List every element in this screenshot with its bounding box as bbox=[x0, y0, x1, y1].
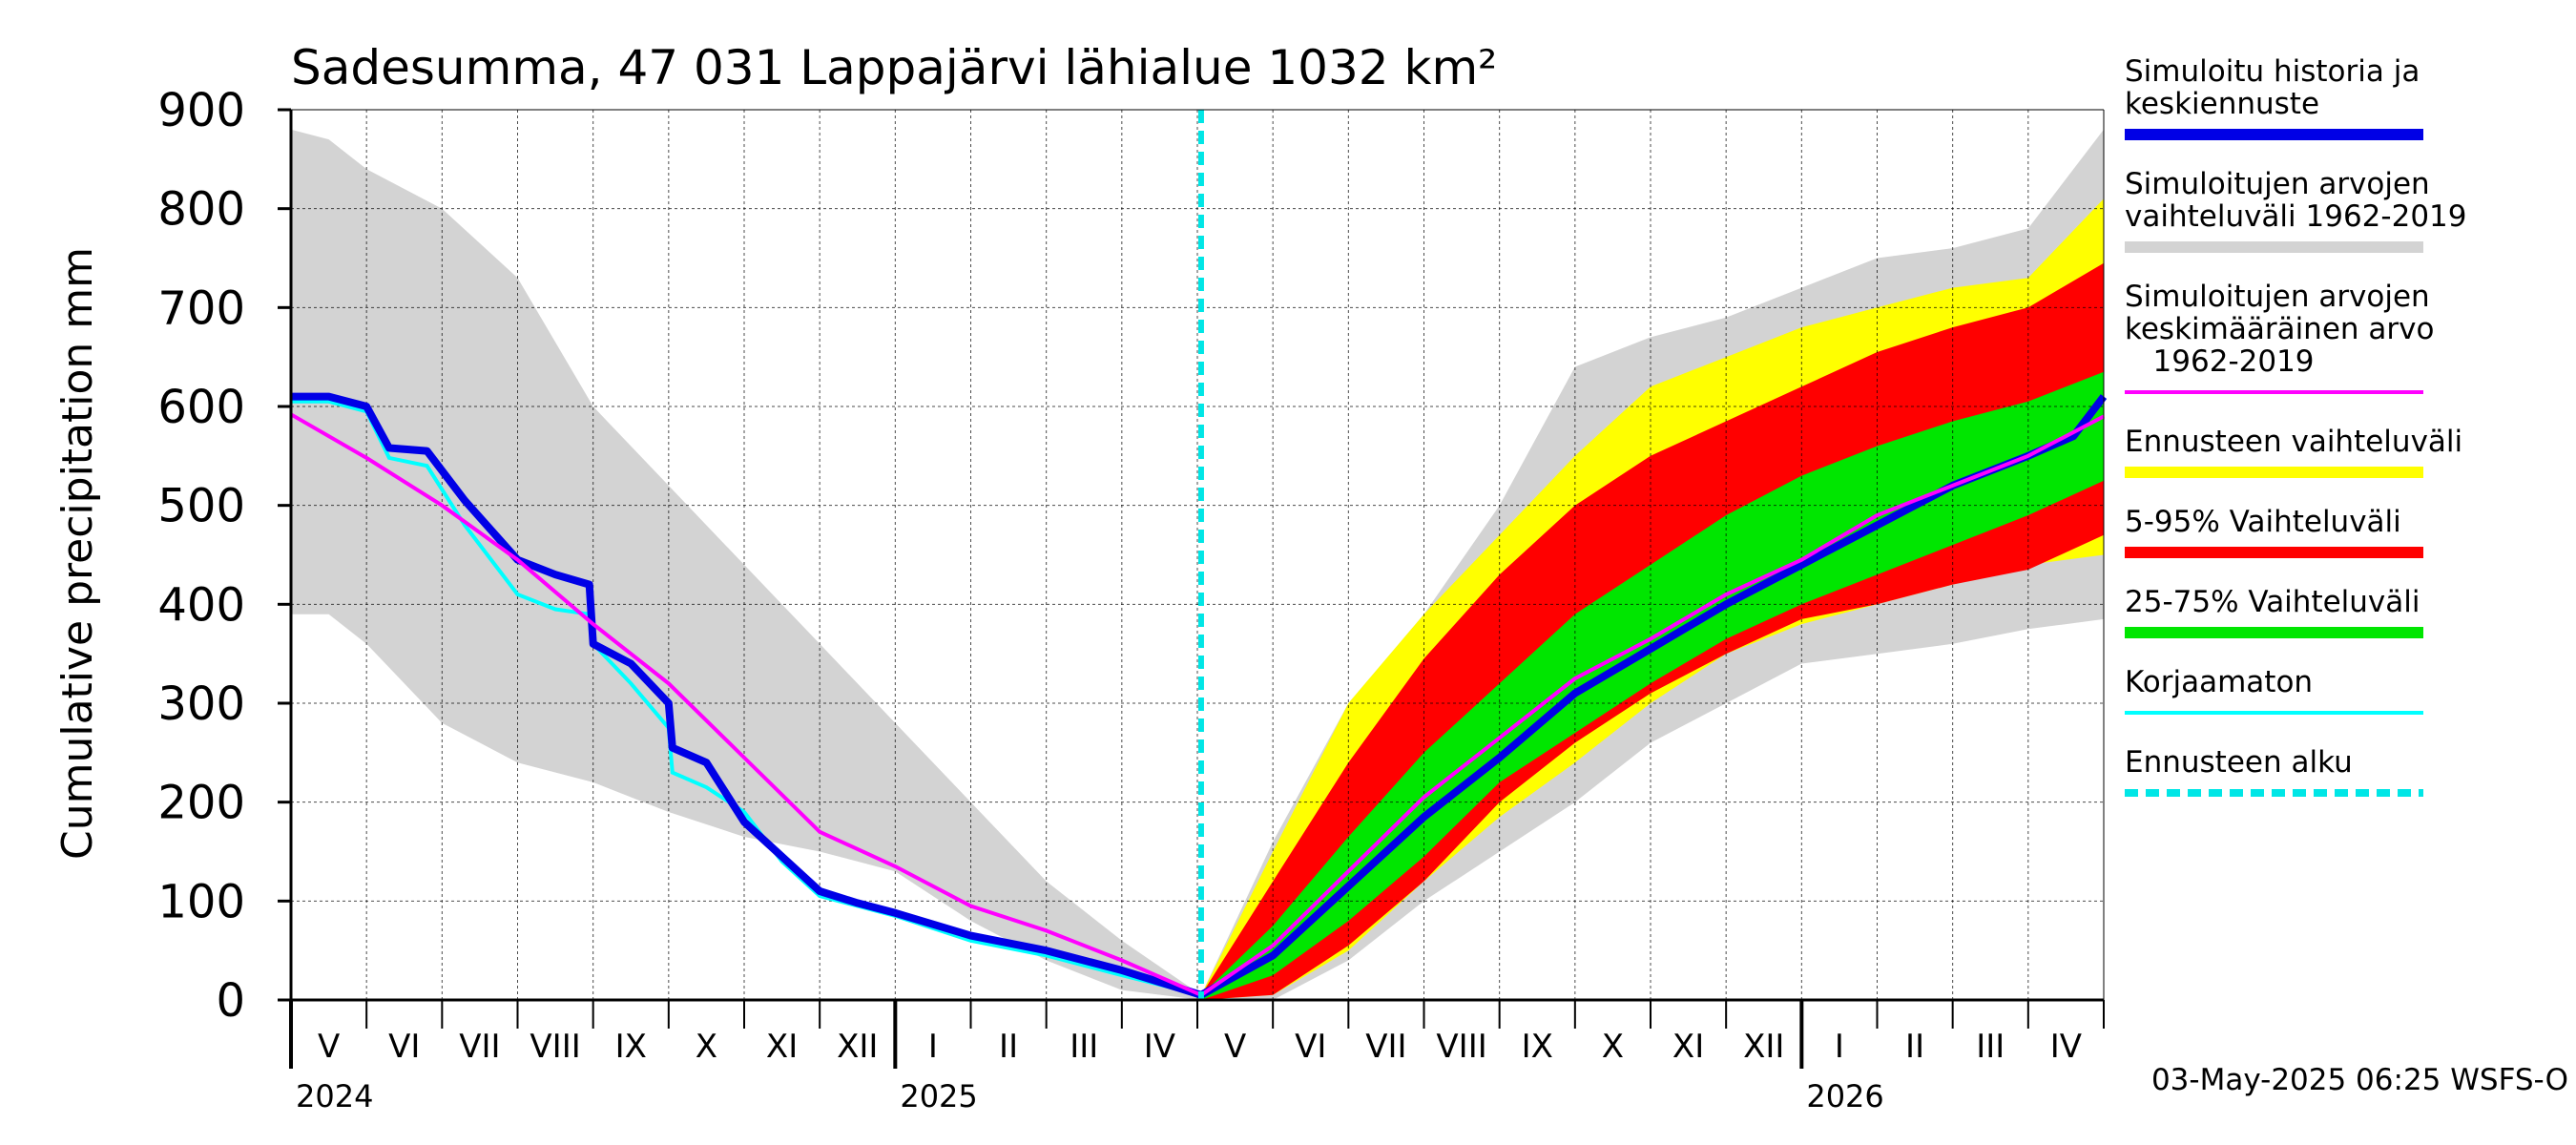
x-month-label: IX bbox=[1522, 1028, 1553, 1066]
legend-label: Simuloitu historia ja bbox=[2125, 54, 2420, 89]
x-month-label: VI bbox=[388, 1028, 420, 1066]
series-layer bbox=[290, 110, 2108, 1000]
legend-label: Simuloitujen arvojen bbox=[2125, 280, 2430, 314]
y-tick-label: 800 bbox=[157, 183, 245, 237]
series-history-forecast bbox=[291, 392, 2108, 999]
y-tick-label: 900 bbox=[157, 84, 245, 137]
x-year-label: 2024 bbox=[296, 1078, 373, 1114]
x-month-label: IX bbox=[615, 1028, 647, 1066]
x-year-label: 2025 bbox=[900, 1078, 977, 1114]
y-axis-label: Cumulative precipitation mm bbox=[53, 247, 102, 860]
y-tick-label: 0 bbox=[216, 974, 245, 1028]
timestamp-label: 03-May-2025 06:25 WSFS-O bbox=[2151, 1063, 2568, 1097]
x-month-label: III bbox=[1976, 1028, 2005, 1066]
legend-label: Ennusteen alku bbox=[2125, 745, 2353, 780]
y-tick-label: 200 bbox=[157, 777, 245, 830]
x-month-label: XII bbox=[837, 1028, 878, 1066]
chart-title: Sadesumma, 47 031 Lappajärvi lähialue 10… bbox=[291, 40, 1497, 95]
y-tick-label: 100 bbox=[157, 875, 245, 928]
legend-label: 5-95% Vaihteluväli bbox=[2125, 505, 2401, 539]
legend-label: Simuloitujen arvojen bbox=[2125, 167, 2430, 201]
x-month-label: VI bbox=[1295, 1028, 1326, 1066]
legend-label: keskiennuste bbox=[2125, 87, 2319, 121]
x-month-label: III bbox=[1070, 1028, 1098, 1066]
legend-label: 25-75% Vaihteluväli bbox=[2125, 585, 2420, 619]
x-month-label: I bbox=[928, 1028, 938, 1066]
x-month-label: VIII bbox=[530, 1028, 580, 1066]
legend-label: Korjaamaton bbox=[2125, 665, 2313, 699]
legend-label: vaihteluväli 1962-2019 bbox=[2125, 199, 2466, 234]
x-month-label: XI bbox=[1672, 1028, 1704, 1066]
y-tick-label: 300 bbox=[157, 677, 245, 731]
x-month-label: V bbox=[1224, 1028, 1246, 1066]
x-month-label: VIII bbox=[1436, 1028, 1486, 1066]
x-month-label: XII bbox=[1743, 1028, 1784, 1066]
legend-label: Ennusteen vaihteluväli bbox=[2125, 425, 2462, 459]
x-month-label: VII bbox=[1365, 1028, 1406, 1066]
x-month-label: X bbox=[1602, 1028, 1624, 1066]
x-year-label: 2026 bbox=[1806, 1078, 1883, 1114]
y-tick-label: 500 bbox=[157, 480, 245, 533]
x-month-label: X bbox=[696, 1028, 717, 1066]
x-month-label: I bbox=[1835, 1028, 1844, 1066]
x-month-label: XI bbox=[766, 1028, 798, 1066]
y-tick-label: 600 bbox=[157, 381, 245, 434]
x-month-label: II bbox=[999, 1028, 1018, 1066]
x-month-label: VII bbox=[459, 1028, 500, 1066]
x-month-label: IV bbox=[2050, 1028, 2082, 1066]
y-tick-label: 400 bbox=[157, 578, 245, 632]
x-month-label: II bbox=[1905, 1028, 1924, 1066]
y-tick-label: 700 bbox=[157, 281, 245, 335]
x-month-label: V bbox=[318, 1028, 340, 1066]
x-month-label: IV bbox=[1144, 1028, 1175, 1066]
legend-label: keskimääräinen arvo bbox=[2125, 312, 2434, 346]
legend-label: 1962-2019 bbox=[2125, 344, 2315, 379]
